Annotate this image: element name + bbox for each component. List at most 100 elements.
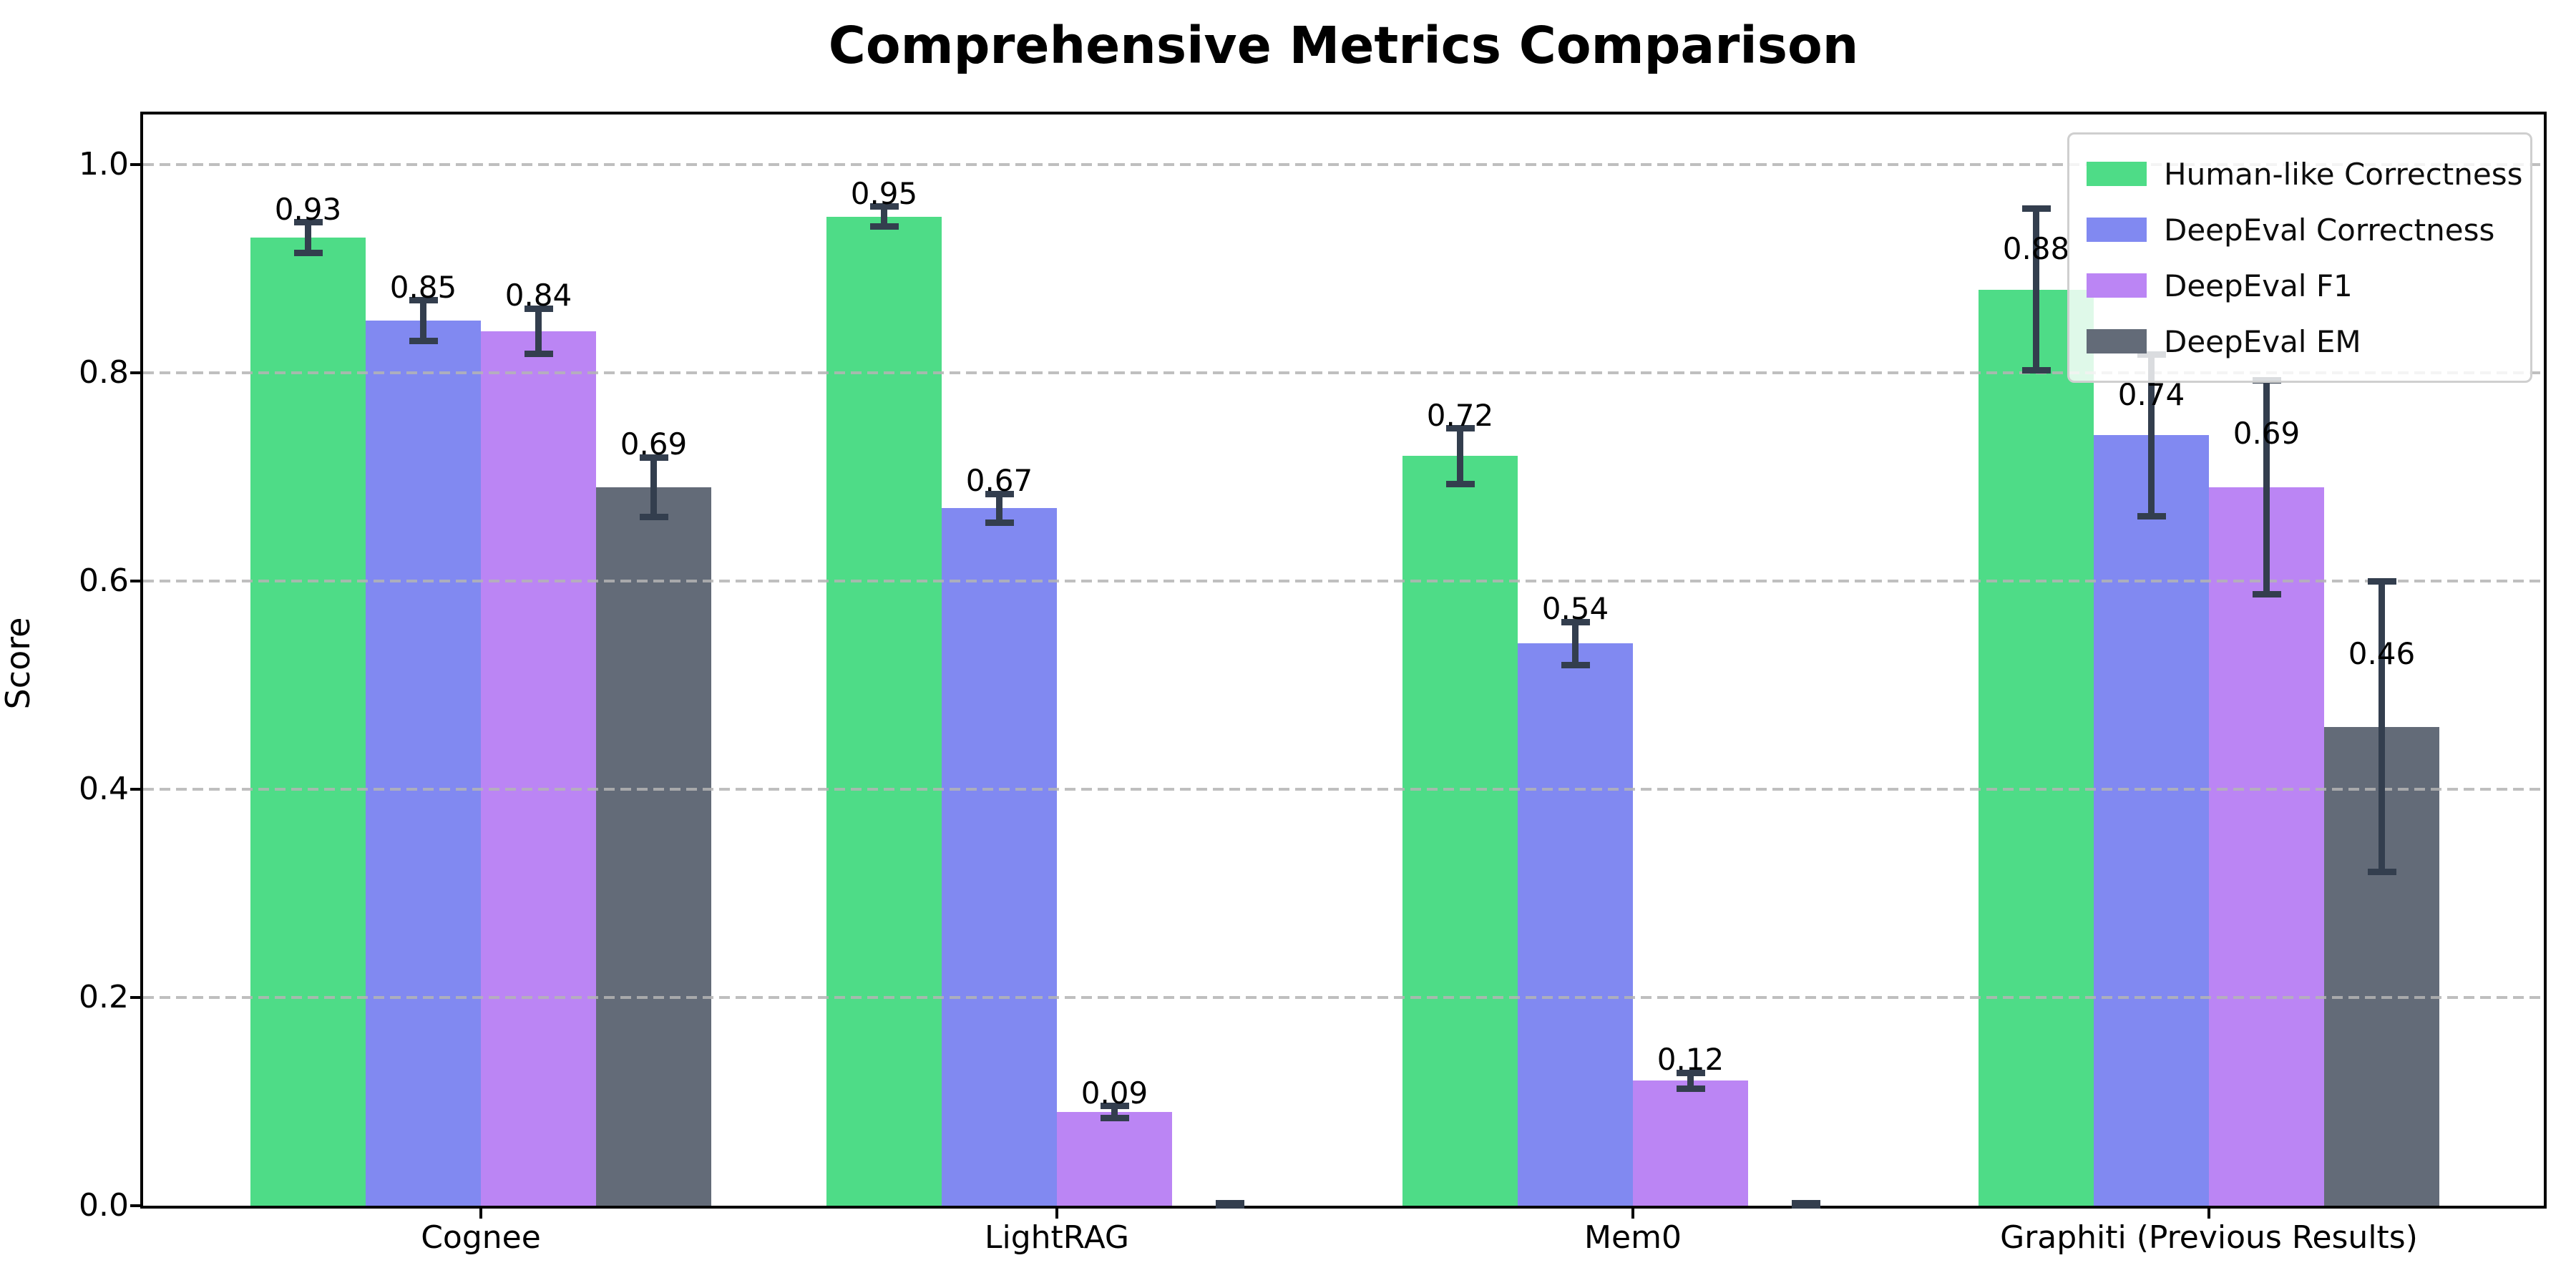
x-axis-tick [1631, 1206, 1634, 1219]
bar-value-label: 0.72 [1426, 397, 1494, 433]
legend: Human-like Correctness DeepEval Correctne… [2067, 132, 2532, 383]
error-bar-cap-bottom [1100, 1114, 1129, 1121]
error-bar [1687, 1072, 1694, 1090]
legend-entry: DeepEval EM [2087, 313, 2513, 369]
bar-human-like-correctness [1402, 456, 1518, 1206]
bar-value-label: 0.54 [1541, 591, 1609, 627]
error-bar-cap-bottom [2367, 869, 2396, 876]
x-tick-label: Cognee [421, 1219, 541, 1256]
error-bar-cap-bottom [1791, 1202, 1820, 1209]
legend-entry: DeepEval Correctness [2087, 202, 2513, 258]
bar-value-label: 0.74 [2117, 376, 2185, 412]
bar-human-like-correctness [250, 237, 366, 1206]
gridline [143, 163, 2544, 166]
gridline [143, 996, 2544, 999]
error-bar-cap-bottom [2137, 512, 2166, 519]
y-tick-label: 0.0 [79, 1187, 129, 1224]
error-bar-cap-top [409, 297, 438, 304]
bar-deepeval-f1 [1057, 1112, 1172, 1206]
bar-value-label: 0.69 [620, 426, 688, 462]
error-bar [2379, 581, 2385, 873]
plot-frame [140, 112, 2547, 1209]
error-bar [2148, 353, 2155, 517]
y-tick-label: 0.4 [79, 771, 129, 807]
gridline [143, 580, 2544, 582]
bar-value-label: 0.84 [504, 278, 572, 313]
error-bar-cap-top [869, 203, 899, 210]
error-bar [2263, 380, 2270, 595]
error-bar [996, 493, 1002, 523]
plot-area: 0.0 0.2 0.4 0.6 0.8 1.0 0.93 0.95 0.72 0.88 0.85 0.… [79, 114, 2544, 1254]
error-bar-cap-top [2021, 205, 2051, 213]
error-bar-cap-top [1561, 618, 1590, 625]
error-bar [2033, 208, 2039, 371]
x-tick-label: LightRAG [984, 1219, 1130, 1256]
bar-value-label: 0.93 [274, 191, 342, 227]
legend-label: DeepEval Correctness [2164, 212, 2495, 248]
error-bar [881, 206, 887, 228]
error-bar [420, 300, 426, 342]
legend-swatch-icon [2087, 162, 2147, 186]
x-tick-label: Mem0 [1584, 1219, 1682, 1256]
y-axis-label: Score [0, 617, 37, 710]
bar-value-label: 0.85 [389, 269, 457, 305]
bar-value-label: 0.67 [965, 463, 1033, 499]
error-bar-cap-top [293, 219, 323, 226]
error-bar [1457, 428, 1463, 484]
y-axis-tick [130, 163, 143, 166]
bar-deepeval-f1 [481, 331, 596, 1206]
legend-swatch-icon [2087, 329, 2147, 353]
y-axis-tick [130, 996, 143, 999]
bar-deepeval-f1 [2209, 487, 2324, 1206]
error-bar-cap-top [985, 490, 1014, 497]
x-tick-label: Graphiti (Previous Results) [2000, 1219, 2418, 1256]
error-bar-cap-bottom [1676, 1085, 1705, 1093]
y-axis-tick [130, 580, 143, 582]
error-bar-cap-bottom [1445, 480, 1475, 487]
y-tick-label: 0.8 [79, 354, 129, 391]
x-axis-tick [479, 1206, 482, 1219]
error-bar [535, 308, 542, 354]
bar-deepeval-f1 [1633, 1080, 1748, 1206]
legend-entry: DeepEval F1 [2087, 258, 2513, 313]
error-bar-cap-bottom [1215, 1202, 1244, 1209]
error-bar-cap-bottom [1561, 661, 1590, 668]
error-bar-cap-bottom [2252, 590, 2281, 597]
y-tick-label: 0.2 [79, 979, 129, 1015]
y-tick-label: 0.6 [79, 562, 129, 599]
legend-label: Human-like Correctness [2164, 156, 2523, 192]
legend-swatch-icon [2087, 218, 2147, 242]
y-axis-tick [130, 1204, 143, 1207]
bar-value-label: 0.12 [1657, 1042, 1724, 1078]
bar-value-label: 0.69 [2233, 416, 2301, 452]
legend-entry: Human-like Correctness [2087, 146, 2523, 202]
bar-value-label: 0.95 [850, 175, 918, 211]
x-axis-tick [1055, 1206, 1058, 1219]
gridline [143, 371, 2544, 374]
error-bar [1111, 1106, 1118, 1118]
error-bar-cap-bottom [409, 338, 438, 345]
bar-value-label: 0.09 [1080, 1075, 1148, 1111]
error-bar-cap-bottom [869, 223, 899, 230]
error-bar-cap-bottom [293, 249, 323, 256]
chart-title: Comprehensive Metrics Comparison [828, 16, 1859, 75]
y-axis-tick [130, 788, 143, 791]
error-bar-cap-bottom [985, 519, 1014, 526]
error-bar [305, 222, 311, 253]
bar-deepeval-correctness [942, 508, 1057, 1206]
bar-human-like-correctness [1979, 289, 2094, 1206]
bar-value-label: 0.88 [2002, 230, 2070, 266]
bar-deepeval-em [596, 487, 711, 1206]
error-bar-cap-bottom [639, 514, 668, 521]
error-bar-cap-top [1100, 1103, 1129, 1110]
legend-swatch-icon [2087, 273, 2147, 298]
error-bar-cap-top [1445, 425, 1475, 432]
legend-label: DeepEval EM [2164, 323, 2361, 359]
x-axis-tick [2207, 1206, 2210, 1219]
error-bar-cap-top [1676, 1069, 1705, 1076]
error-bar-cap-bottom [2021, 367, 2051, 374]
error-bar-cap-bottom [524, 350, 553, 357]
error-bar [1572, 621, 1579, 665]
error-bar-cap-top [2367, 578, 2396, 585]
